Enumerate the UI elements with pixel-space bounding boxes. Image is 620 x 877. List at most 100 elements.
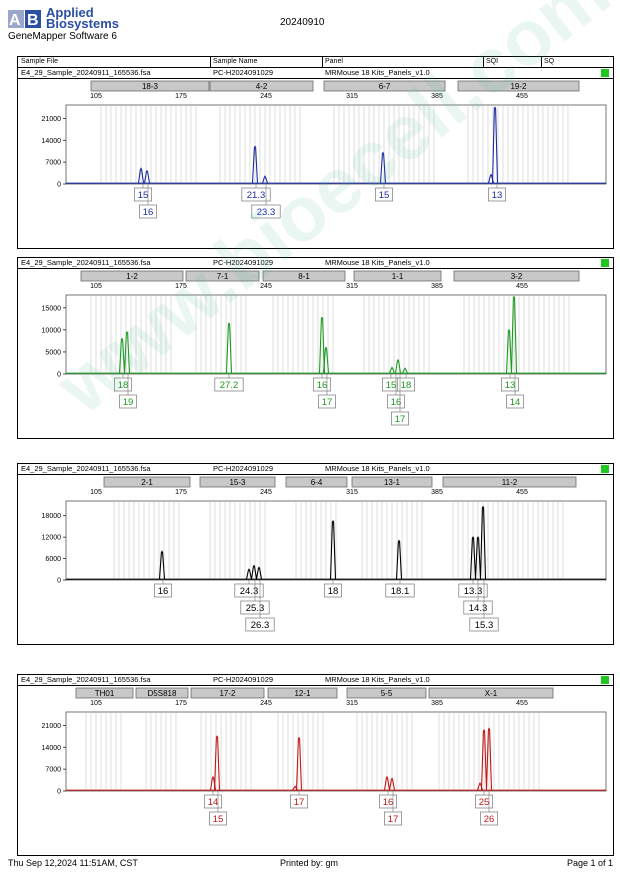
peak[interactable] xyxy=(329,520,337,580)
marker-label: 15-3 xyxy=(229,478,246,487)
allele-call-label[interactable]: 15 xyxy=(209,791,227,826)
peak[interactable] xyxy=(225,322,233,374)
marker-bin-X-1[interactable]: X-1 xyxy=(428,687,554,699)
marker-label: 4-2 xyxy=(256,82,268,91)
peak[interactable] xyxy=(143,169,151,184)
allele-call-label[interactable]: 25.3 xyxy=(240,580,270,615)
allele-call-label[interactable]: 13 xyxy=(488,184,506,202)
marker-bin-5-5[interactable]: 5-5 xyxy=(346,687,427,699)
peak[interactable] xyxy=(255,566,263,580)
marker-bin-7-1[interactable]: 7-1 xyxy=(185,270,260,282)
marker-bin-18-3[interactable]: 18-3 xyxy=(90,80,210,92)
dye-panel: E4_29_Sample_20240911_165536.fsa PC-H2024… xyxy=(17,257,614,439)
panel-name: MRMouse 18 Kits_Panels_v1.0 xyxy=(325,464,430,473)
marker-bin-6-7[interactable]: 6-7 xyxy=(323,80,446,92)
allele-call-label[interactable]: 21.3 xyxy=(241,184,271,202)
allele-call-label[interactable]: 16 xyxy=(379,791,397,809)
peak[interactable] xyxy=(379,151,387,184)
marker-bin-17-2[interactable]: 17-2 xyxy=(190,687,265,699)
allele-call-label[interactable]: 18 xyxy=(324,580,342,598)
electropherogram-plot: 2-1 15-3 6-4 13-1 11-2 105 175 245 315 385 455 1800… xyxy=(42,476,607,632)
peak[interactable] xyxy=(395,539,403,580)
allele-call-label[interactable]: 26 xyxy=(480,791,498,826)
peak[interactable] xyxy=(402,367,408,374)
allele-call-label[interactable]: 17 xyxy=(391,374,409,426)
marker-bin-D5S818[interactable]: D5S818 xyxy=(135,687,189,699)
peak[interactable] xyxy=(510,295,518,374)
marker-label: 13-1 xyxy=(384,478,401,487)
allele-call-label[interactable]: 25 xyxy=(475,791,493,809)
peak[interactable] xyxy=(245,568,253,580)
allele-call-label[interactable]: 17 xyxy=(318,374,336,409)
allele-call-label[interactable]: 17 xyxy=(290,791,308,809)
svg-text:19: 19 xyxy=(123,397,134,408)
marker-bin-8-1[interactable]: 8-1 xyxy=(262,270,346,282)
allele-call-label[interactable]: 24.3 xyxy=(234,580,264,598)
allele-call-label[interactable]: 27.2 xyxy=(214,374,244,392)
allele-call-label[interactable]: 14.3 xyxy=(463,580,493,615)
peak[interactable] xyxy=(322,346,330,374)
peak[interactable] xyxy=(388,777,396,791)
peak[interactable] xyxy=(394,358,402,374)
allele-call-label[interactable]: 18 xyxy=(397,374,415,392)
peak[interactable] xyxy=(485,727,493,791)
allele-call-label[interactable]: 14 xyxy=(506,374,524,409)
brand-line-2: Biosystems xyxy=(46,16,119,31)
peak[interactable] xyxy=(388,366,396,374)
allele-call-label[interactable]: 18 xyxy=(114,374,132,392)
marker-bin-12-1[interactable]: 12-1 xyxy=(267,687,338,699)
marker-bin-TH01[interactable]: TH01 xyxy=(75,687,134,699)
allele-call-label[interactable]: 15 xyxy=(382,374,400,392)
peak[interactable] xyxy=(469,536,477,580)
footer-printed-by: Printed by: gm xyxy=(280,858,339,868)
allele-call-label[interactable]: 16 xyxy=(154,580,172,598)
peak[interactable] xyxy=(318,316,326,374)
peak[interactable] xyxy=(123,331,131,374)
allele-call-label[interactable]: 15.3 xyxy=(469,580,499,632)
peak[interactable] xyxy=(250,564,258,580)
peak[interactable] xyxy=(476,782,484,791)
allele-call-label[interactable]: 16 xyxy=(139,184,157,219)
peak[interactable] xyxy=(480,728,488,791)
allele-call-label[interactable]: 15 xyxy=(134,184,152,202)
peak[interactable] xyxy=(491,106,499,184)
allele-call-label[interactable]: 13 xyxy=(501,374,519,392)
marker-bin-11-2[interactable]: 11-2 xyxy=(442,476,577,488)
allele-call-label[interactable]: 14 xyxy=(204,791,222,809)
panel-name: MRMouse 18 Kits_Panels_v1.0 xyxy=(325,675,430,684)
marker-bin-4-2[interactable]: 4-2 xyxy=(209,80,314,92)
marker-bin-1-2[interactable]: 1-2 xyxy=(80,270,184,282)
peak[interactable] xyxy=(487,173,495,184)
allele-call-label[interactable]: 26.3 xyxy=(245,580,275,632)
y-tick-label: 0 xyxy=(57,182,61,189)
marker-bin-3-2[interactable]: 3-2 xyxy=(453,270,580,282)
peak[interactable] xyxy=(213,735,221,791)
peak[interactable] xyxy=(251,145,259,184)
marker-bin-13-1[interactable]: 13-1 xyxy=(351,476,433,488)
allele-call-label[interactable]: 23.3 xyxy=(251,184,281,219)
peak[interactable] xyxy=(505,328,513,374)
svg-text:13.3: 13.3 xyxy=(464,586,483,597)
marker-bin-1-1[interactable]: 1-1 xyxy=(353,270,442,282)
peak[interactable] xyxy=(295,736,303,791)
marker-bin-6-4[interactable]: 6-4 xyxy=(285,476,348,488)
peak[interactable] xyxy=(383,775,391,791)
allele-call-label[interactable]: 13.3 xyxy=(458,580,488,598)
peak[interactable] xyxy=(209,775,217,791)
allele-call-label[interactable]: 16 xyxy=(313,374,331,392)
peak[interactable] xyxy=(292,785,298,791)
marker-bin-19-2[interactable]: 19-2 xyxy=(457,80,580,92)
allele-call-label[interactable]: 15 xyxy=(375,184,393,202)
peak[interactable] xyxy=(474,536,482,580)
allele-call-label[interactable]: 17 xyxy=(384,791,402,826)
allele-call-label[interactable]: 19 xyxy=(119,374,137,409)
peak[interactable] xyxy=(261,175,269,184)
peak[interactable] xyxy=(137,167,145,184)
peak[interactable] xyxy=(158,550,166,580)
peak[interactable] xyxy=(479,505,487,580)
allele-call-label[interactable]: 18.1 xyxy=(385,580,415,598)
peak[interactable] xyxy=(118,337,126,374)
marker-bin-2-1[interactable]: 2-1 xyxy=(103,476,191,488)
marker-bin-15-3[interactable]: 15-3 xyxy=(199,476,276,488)
x-tick-label: 175 xyxy=(175,700,187,707)
